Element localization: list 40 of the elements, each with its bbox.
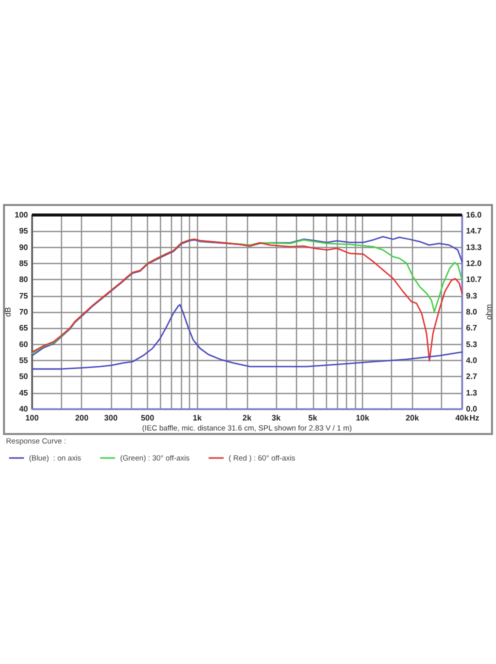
y2-tick-label: 5.3	[466, 340, 478, 349]
x-tick-label: 100	[25, 414, 40, 422]
x-tick-label: 300	[104, 414, 118, 422]
y2-tick-label: 13.3	[466, 242, 482, 252]
x-tick-label: 1k	[192, 414, 202, 422]
y2-tick-label: 10.7	[466, 275, 482, 284]
y-tick-label: 65	[19, 324, 29, 333]
y-tick-label: 45	[19, 388, 29, 398]
y-tick-label: 75	[19, 291, 29, 300]
y2-tick-label: 4.0	[466, 356, 478, 365]
x-tick-label: 3k	[272, 414, 282, 422]
x-axis-title: Hz	[470, 414, 480, 422]
y2-tick-label: 8.0	[466, 308, 478, 316]
y2-tick-label: 2.7	[466, 372, 478, 382]
y-tick-label: 60	[19, 340, 29, 349]
y2-tick-label: 9.3	[466, 291, 478, 300]
y2-axis-title: ohm	[484, 304, 494, 320]
x-tick-label: 200	[75, 414, 89, 422]
x-tick-label: 20k	[406, 414, 420, 422]
y2-tick-label: 14.7	[466, 226, 482, 236]
y-axis-title: dB	[4, 307, 12, 317]
y-tick-label: 95	[19, 226, 29, 236]
x-tick-label: 40k	[455, 414, 470, 422]
y2-tick-label: 16.0	[466, 210, 482, 220]
y2-tick-label: 1.3	[466, 388, 478, 398]
y-tick-label: 55	[19, 356, 29, 365]
y-tick-label: 70	[19, 308, 29, 316]
y2-tick-label: 12.0	[466, 259, 482, 268]
y-tick-label: 90	[19, 242, 29, 252]
x-tick-label: 5k	[308, 414, 318, 422]
x-tick-label: 2k	[242, 414, 252, 422]
y-tick-label: 50	[19, 372, 29, 382]
y-tick-label: 85	[19, 259, 29, 268]
x-tick-label: 10k	[356, 414, 370, 422]
y-tick-label: 80	[19, 275, 29, 284]
y2-tick-label: 0.0	[466, 404, 478, 414]
x-tick-label: 500	[140, 414, 155, 422]
y2-tick-label: 6.7	[466, 324, 478, 333]
y-tick-label: 40	[19, 404, 29, 414]
y-tick-label: 100	[14, 210, 29, 220]
